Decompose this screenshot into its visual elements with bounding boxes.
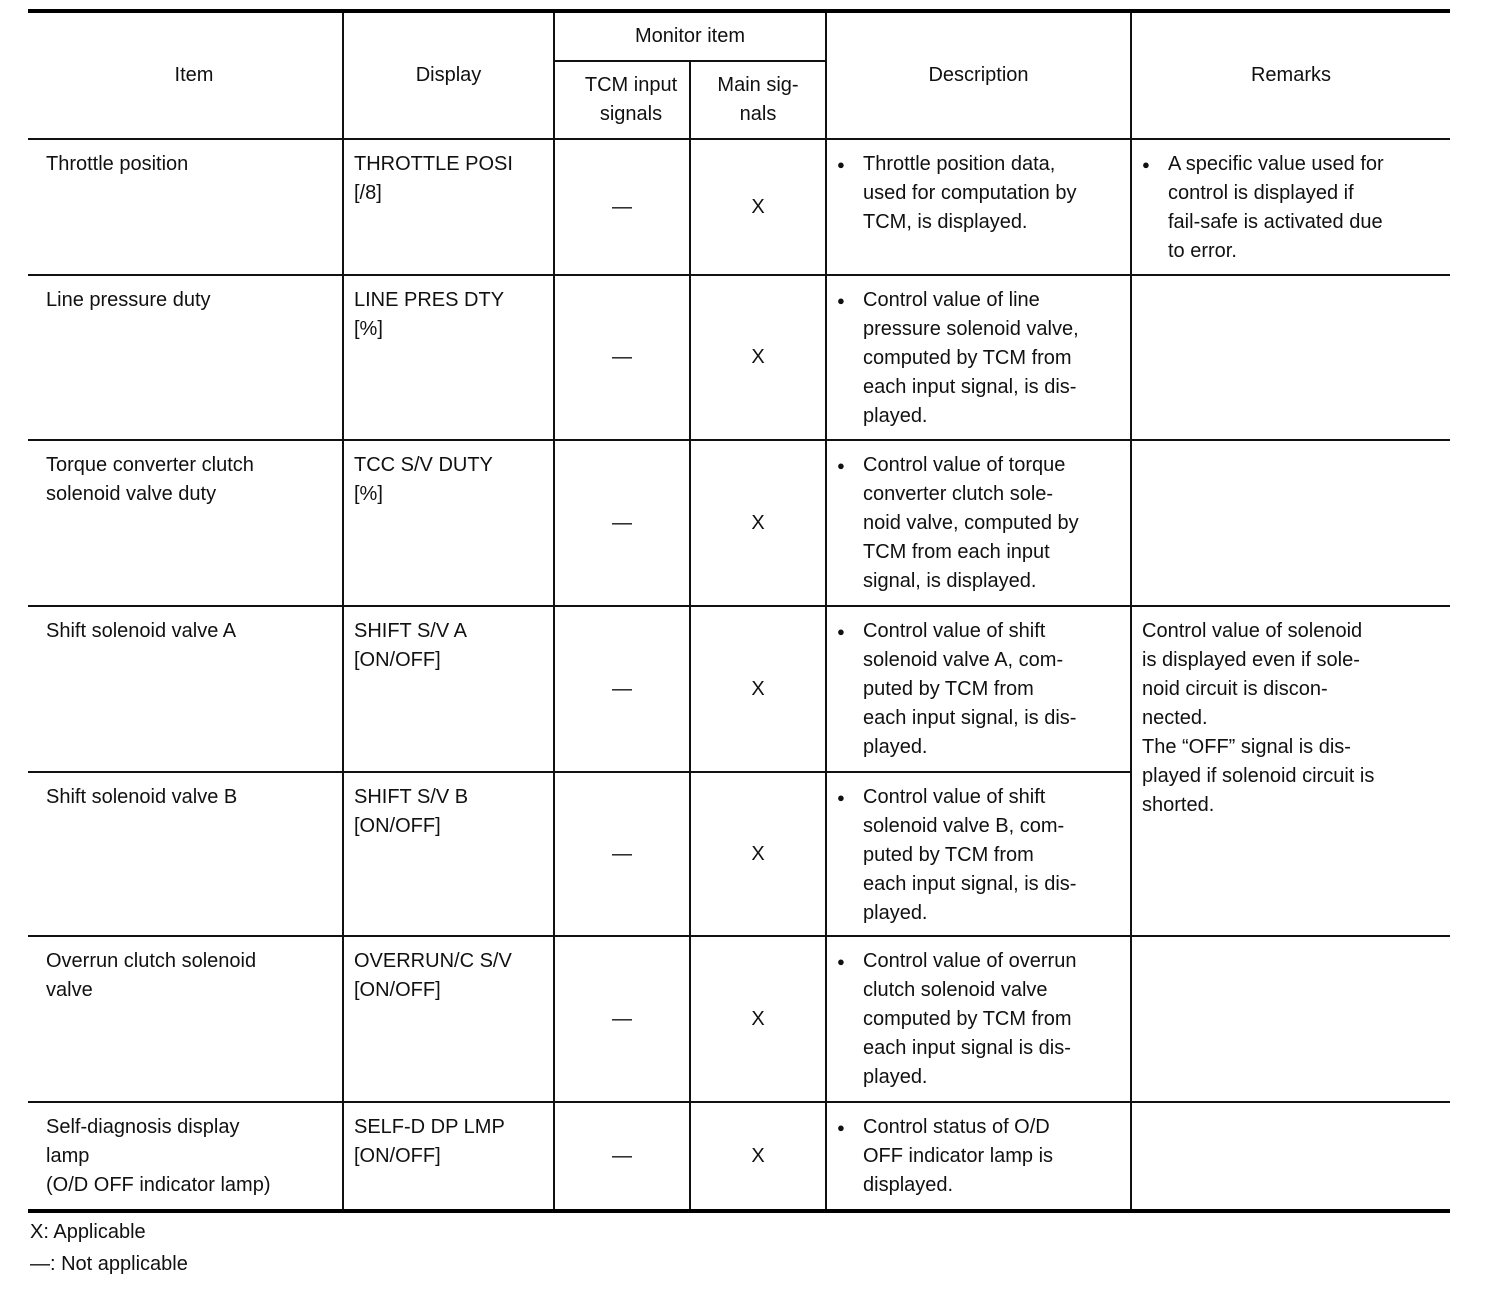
bullet-icon: ●	[837, 293, 845, 308]
table-row: Torque converter clutch solenoid valve d…	[28, 439, 1450, 607]
table-row: Throttle position THROTTLE POSI [/8] — X ● Th…	[28, 138, 1450, 276]
description-cell: ● Control value of line pressure solenoid…	[825, 274, 1132, 441]
description-text: Control value of overrun clutch solenoid…	[863, 950, 1077, 1088]
display-cell: THROTTLE POSI [/8]	[342, 138, 555, 276]
description-cell: ● Control value of shift solenoid valve A…	[825, 605, 1132, 773]
main-signal-cell: X	[689, 771, 827, 937]
main-signal-cell: X	[689, 138, 827, 276]
description-cell: ● Control value of shift solenoid valve B…	[825, 771, 1131, 937]
description-cell: ● Control value of torque converter clutc…	[825, 439, 1132, 607]
bullet-icon: ●	[837, 458, 845, 473]
header-tcm-input-signals: TCM input signals	[554, 60, 691, 140]
bullet-icon: ●	[1142, 157, 1150, 172]
tcm-input-cell: —	[553, 274, 691, 441]
remarks-cell: Control value of solenoid is displayed e…	[1130, 605, 1450, 937]
header-remarks: Remarks	[1130, 10, 1450, 140]
bullet-icon: ●	[837, 954, 845, 969]
item-cell: Torque converter clutch solenoid valve d…	[28, 439, 344, 607]
description-cell: ● Control value of overrun clutch solenoi…	[825, 935, 1132, 1103]
header-main-signals: Main sig- nals	[689, 60, 826, 140]
monitor-item-table: Item Display Monitor item Description Re…	[28, 9, 1450, 1213]
tcm-input-cell: —	[553, 1101, 691, 1212]
main-signal-cell: X	[689, 1101, 827, 1212]
remarks-cell: ● A specific value used for control is di…	[1130, 138, 1450, 276]
remarks-cell	[1130, 935, 1450, 1103]
bullet-icon: ●	[837, 157, 845, 172]
display-cell: LINE PRES DTY [%]	[342, 274, 555, 441]
table-row: Line pressure duty LINE PRES DTY [%] — X ● Co…	[28, 274, 1450, 441]
display-cell: SELF-D DP LMP [ON/OFF]	[342, 1101, 555, 1212]
remarks-cell	[1130, 274, 1450, 441]
table-row: Overrun clutch solenoid valve OVERRUN/C S…	[28, 935, 1450, 1103]
header-description: Description	[825, 10, 1132, 140]
item-cell: Overrun clutch solenoid valve	[28, 935, 344, 1103]
legend-not-applicable: —: Not applicable	[30, 1253, 188, 1275]
bullet-icon: ●	[837, 624, 845, 639]
description-text: Control value of line pressure solenoid …	[863, 289, 1079, 427]
description-text: Control status of O/D OFF indicator lamp…	[863, 1116, 1054, 1196]
tcm-input-cell: —	[553, 605, 691, 773]
main-signal-cell: X	[689, 935, 827, 1103]
description-cell: ● Throttle position data, used for comput…	[825, 138, 1132, 276]
tcm-input-cell: —	[553, 138, 691, 276]
bullet-icon: ●	[837, 790, 845, 805]
item-cell: Shift solenoid valve A	[28, 605, 344, 773]
remarks-cell	[1130, 1101, 1450, 1212]
display-cell: SHIFT S/V B [ON/OFF]	[342, 771, 555, 937]
description-text: Control value of shift solenoid valve A,…	[863, 620, 1077, 758]
item-cell: Line pressure duty	[28, 274, 344, 441]
display-cell: SHIFT S/V A [ON/OFF]	[342, 605, 555, 773]
tcm-input-cell: —	[553, 771, 691, 937]
table-row: Shift solenoid valve B SHIFT S/V B [ON/OF…	[28, 771, 1450, 937]
main-signal-cell: X	[689, 605, 827, 773]
main-signal-cell: X	[689, 274, 827, 441]
header-display: Display	[342, 10, 555, 140]
item-cell: Shift solenoid valve B	[28, 771, 344, 937]
display-cell: OVERRUN/C S/V [ON/OFF]	[342, 935, 555, 1103]
description-text: Control value of shift solenoid valve B,…	[863, 786, 1077, 924]
header-monitor-item: Monitor item	[553, 10, 827, 62]
remarks-text: A specific value used for control is dis…	[1168, 153, 1384, 262]
legend-applicable: X: Applicable	[30, 1221, 146, 1243]
main-signal-cell: X	[689, 439, 827, 607]
item-cell: Self-diagnosis display lamp (O/D OFF ind…	[28, 1101, 344, 1212]
table-row: Shift solenoid valve A SHIFT S/V A [ON/OF…	[28, 605, 1450, 937]
display-cell: TCC S/V DUTY [%]	[342, 439, 555, 607]
description-cell: ● Control status of O/D OFF indicator lam…	[825, 1101, 1132, 1212]
description-text: Throttle position data, used for computa…	[863, 153, 1077, 233]
remarks-cell	[1130, 439, 1450, 607]
item-cell: Throttle position	[28, 138, 344, 276]
bullet-icon: ●	[837, 1120, 845, 1135]
tcm-input-cell: —	[553, 439, 691, 607]
tcm-input-cell: —	[553, 935, 691, 1103]
table-row: Self-diagnosis display lamp (O/D OFF ind…	[28, 1101, 1450, 1212]
description-text: Control value of torque converter clutch…	[863, 454, 1079, 592]
header-item: Item	[28, 10, 344, 140]
